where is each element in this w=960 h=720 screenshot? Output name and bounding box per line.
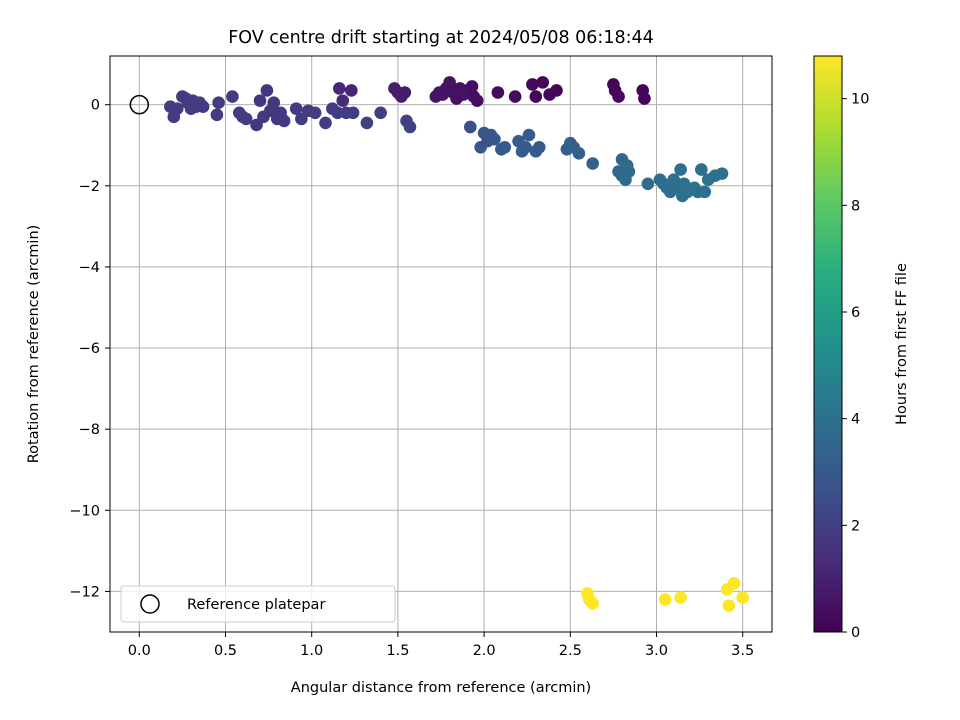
scatter-point <box>332 82 346 95</box>
y-axis-ticks: 0 −2 −4 −6 −8 −10 −12 <box>69 98 110 600</box>
scatter-point <box>508 90 522 103</box>
scatter-point <box>622 165 636 178</box>
colorbar-label: Hours from first FF file <box>894 263 910 425</box>
legend-box <box>120 585 396 623</box>
scatter-point <box>519 140 532 154</box>
legend-marker <box>140 594 160 614</box>
scatter-point <box>532 140 546 154</box>
colorbar-tick-label: 4 <box>851 412 860 428</box>
scatter-point <box>260 84 274 97</box>
x-tick-label: 1.0 <box>300 643 323 659</box>
plot-frame <box>109 55 773 633</box>
scatter-point <box>722 599 736 612</box>
colorbar-gradient <box>813 55 843 633</box>
scatter-point <box>239 112 253 126</box>
scatter-point <box>331 106 344 120</box>
scatter-point <box>346 106 360 120</box>
x-tick-label: 0.5 <box>214 643 237 659</box>
scatter-point <box>267 96 281 109</box>
scatter-point <box>674 591 687 604</box>
colorbar-tick-label: 10 <box>851 92 869 108</box>
scatter-point <box>586 157 600 170</box>
y-tick-label: −2 <box>79 179 100 195</box>
scatter-point <box>465 80 479 93</box>
scatter-point <box>398 86 412 99</box>
colorbar-ticks: 0 2 4 6 8 10 <box>842 92 869 641</box>
scatter-point <box>212 96 225 109</box>
scatter-points <box>164 76 749 612</box>
scatter-point <box>226 90 239 103</box>
legend: Reference platepar <box>120 585 396 623</box>
scatter-point <box>736 591 749 604</box>
scatter-point <box>336 94 350 107</box>
x-tick-label: 3.5 <box>731 643 754 659</box>
scatter-point <box>695 163 708 176</box>
scatter-point <box>536 76 550 89</box>
scatter-point <box>443 76 456 89</box>
scatter-point <box>403 120 417 134</box>
y-tick-label: −12 <box>69 584 100 600</box>
scatter-point <box>526 78 539 91</box>
scatter-point <box>319 116 332 130</box>
scatter-point <box>196 100 210 114</box>
y-tick-label: −6 <box>79 341 100 357</box>
scatter-point <box>170 102 184 116</box>
scatter-point <box>586 597 600 610</box>
chart-title: FOV centre drift starting at 2024/05/08 … <box>228 28 654 48</box>
scatter-point <box>498 140 512 154</box>
y-tick-label: −4 <box>79 260 100 276</box>
x-tick-label: 0.0 <box>128 643 151 659</box>
colorbar-tick-label: 2 <box>851 518 860 534</box>
y-axis-label: Rotation from reference (arcmin) <box>26 225 42 464</box>
scatter-point <box>550 84 563 97</box>
y-tick-label: 0 <box>91 98 100 114</box>
scatter-point <box>308 106 322 120</box>
x-axis-label: Angular distance from reference (arcmin) <box>291 680 591 696</box>
scatter-point <box>470 94 484 107</box>
y-tick-label: −10 <box>69 503 100 519</box>
scatter-point <box>638 92 651 105</box>
legend-entry-label: Reference platepar <box>187 597 325 613</box>
scatter-point <box>698 185 712 199</box>
scatter-point <box>277 114 291 128</box>
y-tick-label: −8 <box>79 422 100 438</box>
scatter-point <box>491 86 505 99</box>
scatter-point <box>345 84 358 97</box>
colorbar-tick-label: 8 <box>851 198 860 214</box>
scatter-point <box>253 94 267 107</box>
x-axis-ticks: 0.0 0.5 1.0 1.5 2.0 2.5 3.0 3.5 <box>128 632 754 659</box>
x-tick-label: 2.5 <box>559 643 582 659</box>
scatter-point <box>572 147 586 160</box>
scatter-point <box>464 120 477 134</box>
scatter-point <box>641 177 655 191</box>
colorbar-tick-label: 0 <box>851 625 860 641</box>
scatter-point <box>727 577 741 590</box>
x-tick-label: 1.5 <box>386 643 409 659</box>
reference-marker <box>129 94 150 115</box>
colorbar: 0 2 4 6 8 10 Hours from first FF file <box>813 55 910 641</box>
scatter-point <box>360 116 374 130</box>
x-tick-label: 2.0 <box>473 643 496 659</box>
scatter-point <box>715 167 729 180</box>
x-tick-label: 3.0 <box>645 643 668 659</box>
scatter-point <box>210 108 224 122</box>
scatter-point <box>612 90 625 103</box>
scatter-point <box>658 593 672 606</box>
scatter-point <box>674 163 687 176</box>
scatter-point <box>289 102 303 116</box>
x-gridlines <box>138 56 744 632</box>
scatter-point <box>529 90 543 103</box>
scatter-point <box>374 106 387 120</box>
scatter-point <box>488 132 501 146</box>
scatter-point <box>522 128 536 142</box>
colorbar-tick-label: 6 <box>851 305 860 321</box>
